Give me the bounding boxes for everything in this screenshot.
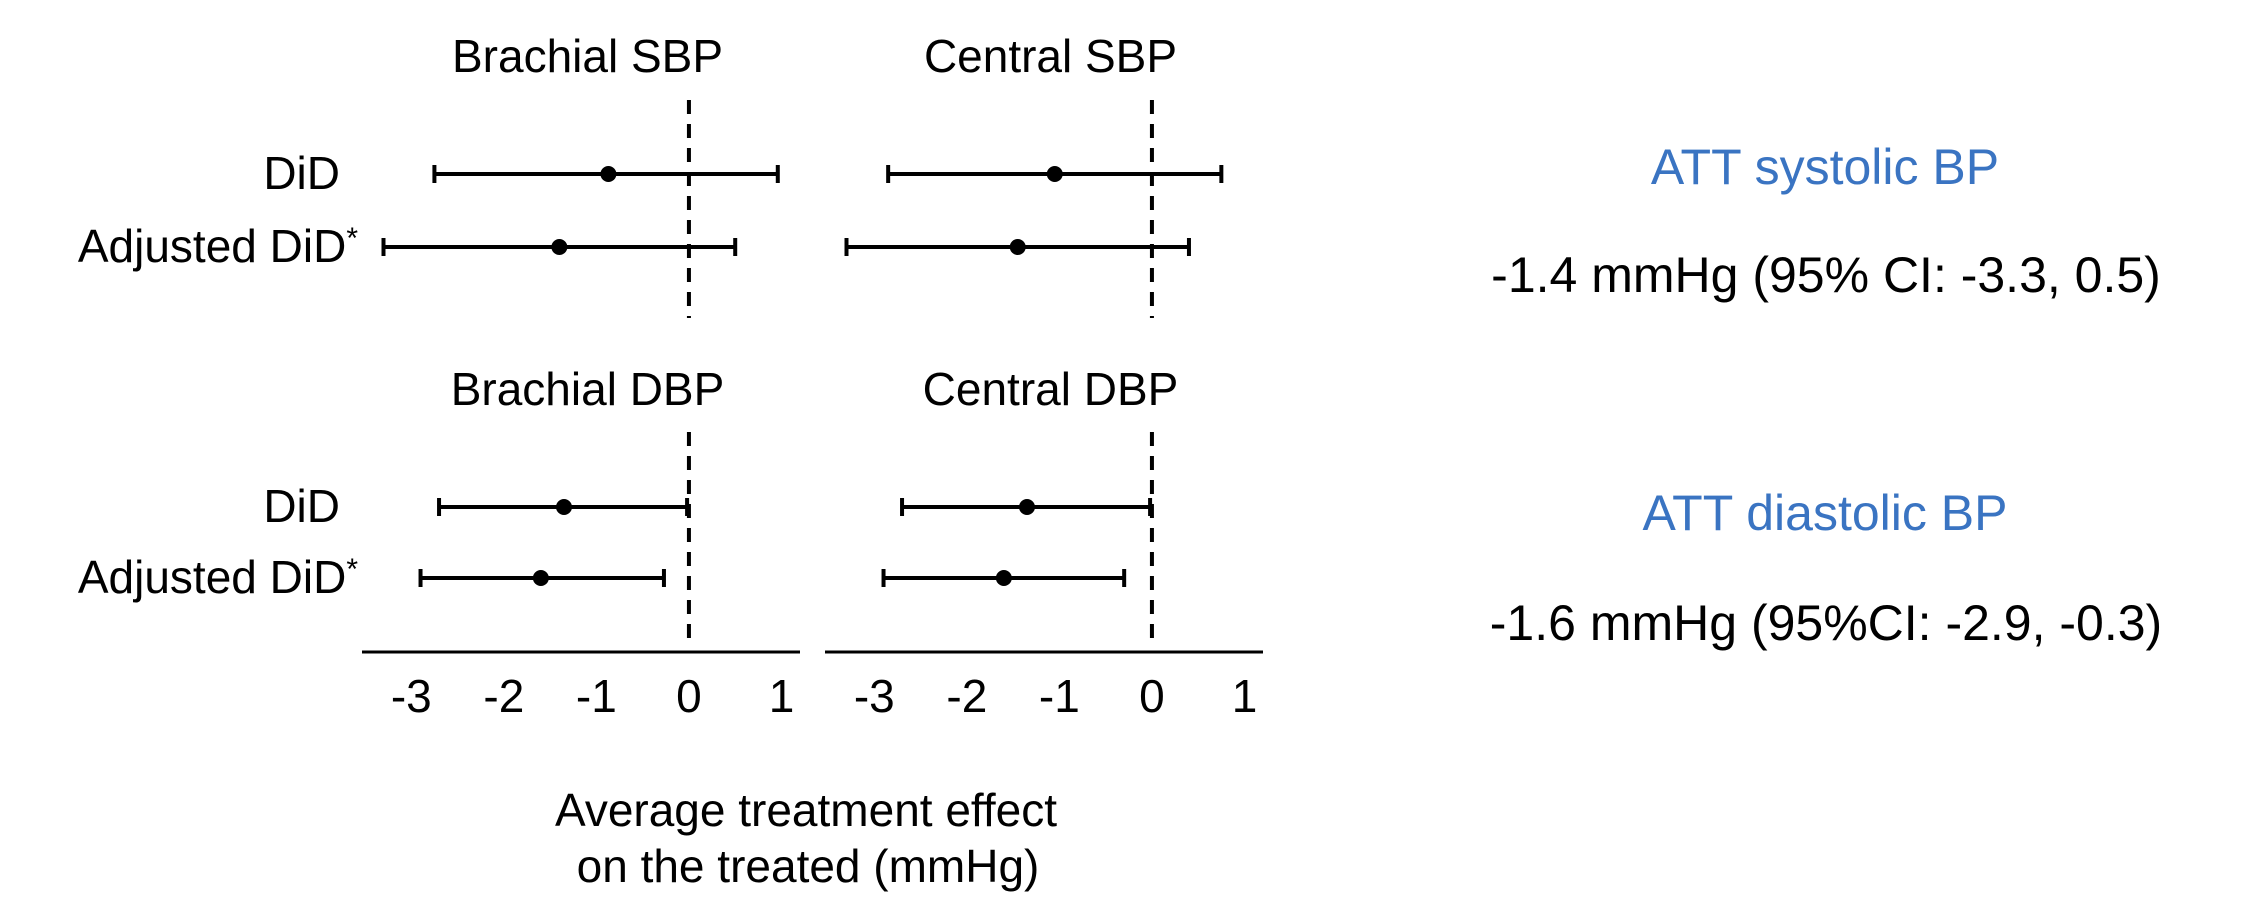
tick-label: -1 xyxy=(1039,670,1080,722)
panel-title: Brachial SBP xyxy=(452,30,723,82)
att-diastolic-title: ATT diastolic BP xyxy=(1643,485,2008,541)
panel-title: Brachial DBP xyxy=(451,363,725,415)
tick-label: -3 xyxy=(391,670,432,722)
att-systolic-title: ATT systolic BP xyxy=(1651,139,1999,195)
tick-label: -3 xyxy=(854,670,895,722)
att-systolic-value: -1.4 mmHg (95% CI: -3.3, 0.5) xyxy=(1491,247,2161,303)
tick-label: 1 xyxy=(769,670,795,722)
x-axis-label: Average treatment effect xyxy=(555,784,1057,836)
point-estimate xyxy=(1046,166,1063,182)
point-estimate xyxy=(555,499,572,515)
point-estimate xyxy=(551,239,568,255)
point-estimate xyxy=(1018,499,1035,515)
row-label: Adjusted DiD* xyxy=(78,220,358,272)
point-estimate xyxy=(600,166,617,182)
point-estimate xyxy=(995,570,1012,586)
row-label: DiD xyxy=(263,480,340,532)
tick-label: 1 xyxy=(1232,670,1258,722)
row-label: DiD xyxy=(263,147,340,199)
panel-title: Central DBP xyxy=(923,363,1179,415)
tick-label: 0 xyxy=(676,670,702,722)
point-estimate xyxy=(532,570,549,586)
tick-label: 0 xyxy=(1139,670,1165,722)
point-estimate xyxy=(1009,239,1026,255)
tick-label: -1 xyxy=(576,670,617,722)
tick-label: -2 xyxy=(483,670,524,722)
row-label: Adjusted DiD* xyxy=(78,551,358,603)
panel-title: Central SBP xyxy=(924,30,1177,82)
att-diastolic-value: -1.6 mmHg (95%CI: -2.9, -0.3) xyxy=(1490,595,2162,651)
tick-label: -2 xyxy=(946,670,987,722)
x-axis-label: on the treated (mmHg) xyxy=(577,840,1040,892)
